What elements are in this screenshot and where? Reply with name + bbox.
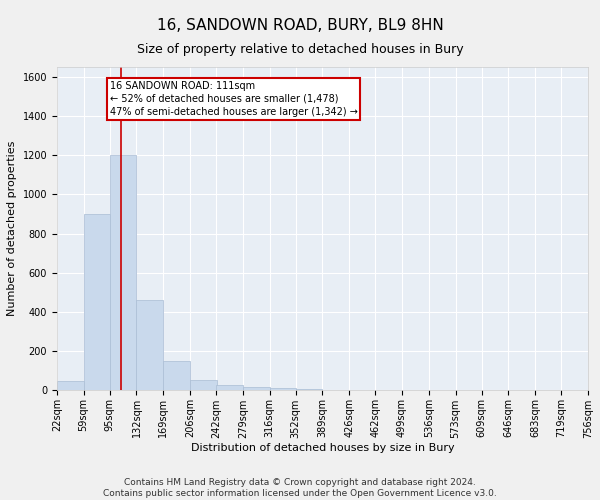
Bar bbox=[190, 380, 217, 390]
Bar bbox=[57, 380, 83, 390]
Bar bbox=[83, 214, 110, 390]
Text: 16 SANDOWN ROAD: 111sqm
← 52% of detached houses are smaller (1,478)
47% of semi: 16 SANDOWN ROAD: 111sqm ← 52% of detache… bbox=[110, 80, 358, 117]
Bar bbox=[216, 384, 243, 390]
Bar bbox=[269, 388, 296, 390]
Bar bbox=[163, 361, 190, 390]
Bar bbox=[136, 300, 163, 390]
Bar bbox=[243, 386, 269, 390]
Text: Contains HM Land Registry data © Crown copyright and database right 2024.
Contai: Contains HM Land Registry data © Crown c… bbox=[103, 478, 497, 498]
Text: Size of property relative to detached houses in Bury: Size of property relative to detached ho… bbox=[137, 42, 463, 56]
X-axis label: Distribution of detached houses by size in Bury: Distribution of detached houses by size … bbox=[191, 443, 454, 453]
Text: 16, SANDOWN ROAD, BURY, BL9 8HN: 16, SANDOWN ROAD, BURY, BL9 8HN bbox=[157, 18, 443, 32]
Bar bbox=[110, 155, 136, 390]
Bar bbox=[296, 388, 322, 390]
Y-axis label: Number of detached properties: Number of detached properties bbox=[7, 141, 17, 316]
